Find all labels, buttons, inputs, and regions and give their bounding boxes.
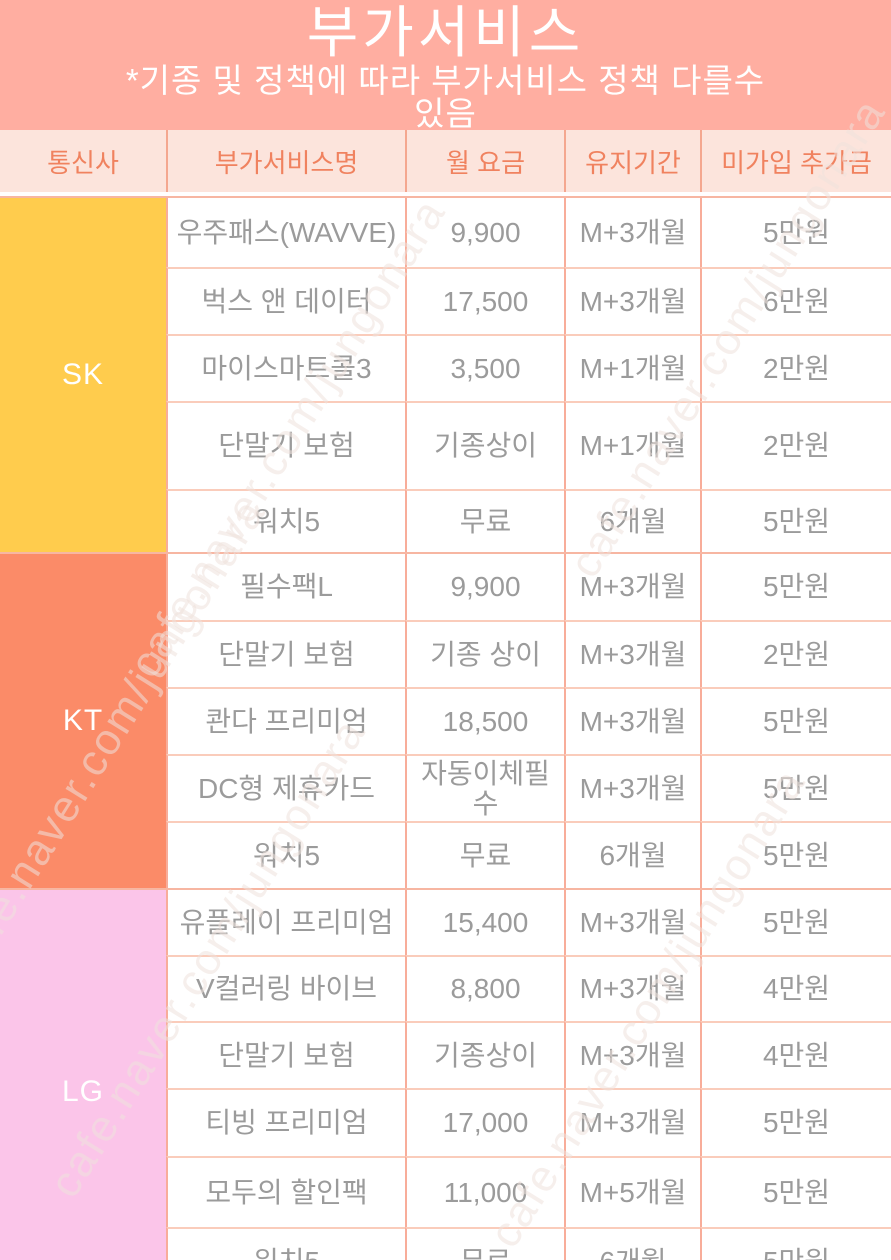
table-body: SK 우주패스(WAVVE) 9,900 M+3개월 5만원 벅스 앤 데이터 17,500… (0, 196, 891, 1260)
cell-monthly-fee: 11,000 (405, 1156, 564, 1227)
cell-retention: 6개월 (564, 821, 700, 888)
cell-penalty: 2만원 (700, 401, 891, 489)
cell-monthly-fee: 9,900 (405, 554, 564, 620)
page-title: 부가서비스 (306, 1, 585, 64)
cell-monthly-fee: 무료 (405, 489, 564, 552)
cell-retention: M+1개월 (564, 401, 700, 489)
cell-service: 우주패스(WAVVE) (166, 198, 405, 267)
cell-retention: M+3개월 (564, 890, 700, 955)
cell-retention: M+3개월 (564, 754, 700, 821)
column-header-retention: 유지기간 (564, 130, 700, 192)
cell-monthly-fee: 자동이체필수 (405, 754, 564, 821)
cell-service: 마이스마트콜3 (166, 334, 405, 401)
table-header-row: 통신사 부가서비스명 월 요금 유지기간 미가입 추가금 (0, 130, 891, 196)
cell-monthly-fee: 3,500 (405, 334, 564, 401)
cell-service: 워치5 (166, 489, 405, 552)
cell-service: 워치5 (166, 821, 405, 888)
cell-penalty: 5만원 (700, 687, 891, 754)
cell-service: 워치5 (166, 1227, 405, 1260)
cell-monthly-fee: 기종상이 (405, 401, 564, 489)
cell-penalty: 5만원 (700, 1227, 891, 1260)
cell-penalty: 5만원 (700, 198, 891, 267)
column-header-fee: 월 요금 (405, 130, 564, 192)
cell-penalty: 5만원 (700, 554, 891, 620)
cell-service: 티빙 프리미엄 (166, 1088, 405, 1156)
cell-retention: M+3개월 (564, 1088, 700, 1156)
cell-penalty: 5만원 (700, 1088, 891, 1156)
cell-service: DC형 제휴카드 (166, 754, 405, 821)
carrier-section-lg: LG 유플레이 프리미엄 15,400 M+3개월 5만원 V컬러링 바이브 8,800 M+… (0, 888, 891, 1260)
column-header-penalty: 미가입 추가금 (700, 130, 891, 192)
cell-retention: M+3개월 (564, 554, 700, 620)
cell-monthly-fee: 무료 (405, 1227, 564, 1260)
carrier-section-sk: SK 우주패스(WAVVE) 9,900 M+3개월 5만원 벅스 앤 데이터 17,500… (0, 196, 891, 552)
cell-retention: M+3개월 (564, 267, 700, 334)
cell-retention: M+1개월 (564, 334, 700, 401)
header-banner: 부가서비스 *기종 및 정책에 따라 부가서비스 정책 다를수 있음 (0, 0, 891, 130)
subtitle-line-1: *기종 및 정책에 따라 부가서비스 정책 다를수 (125, 61, 766, 99)
cell-penalty: 5만원 (700, 489, 891, 552)
cell-retention: M+5개월 (564, 1156, 700, 1227)
cell-monthly-fee: 기종상이 (405, 1021, 564, 1088)
cell-service: 필수팩L (166, 554, 405, 620)
column-header-service: 부가서비스명 (166, 130, 405, 192)
cell-retention: M+3개월 (564, 1021, 700, 1088)
cell-monthly-fee: 8,800 (405, 955, 564, 1021)
cell-monthly-fee: 17,000 (405, 1088, 564, 1156)
cell-retention: M+3개월 (564, 687, 700, 754)
cell-penalty: 5만원 (700, 754, 891, 821)
cell-penalty: 6만원 (700, 267, 891, 334)
cell-monthly-fee: 무료 (405, 821, 564, 888)
cell-penalty: 5만원 (700, 890, 891, 955)
cell-penalty: 2만원 (700, 620, 891, 687)
cell-retention: M+3개월 (564, 620, 700, 687)
carrier-section-kt: KT 필수팩L 9,900 M+3개월 5만원 단말기 보험 기종 상이 M+3개월 2만원 콴다… (0, 552, 891, 888)
cell-service: 콴다 프리미엄 (166, 687, 405, 754)
carrier-label-sk: SK (0, 198, 166, 552)
carrier-label-kt: KT (0, 554, 166, 888)
cell-service: 모두의 할인팩 (166, 1156, 405, 1227)
cell-monthly-fee: 9,900 (405, 198, 564, 267)
page-subtitle: *기종 및 정책에 따라 부가서비스 정책 다를수 있음 (0, 61, 891, 130)
cell-service: V컬러링 바이브 (166, 955, 405, 1021)
column-header-carrier: 통신사 (47, 147, 119, 178)
carrier-label-lg: LG (0, 890, 166, 1260)
cell-monthly-fee: 15,400 (405, 890, 564, 955)
cell-penalty: 2만원 (700, 334, 891, 401)
cell-retention: 6개월 (564, 489, 700, 552)
cell-monthly-fee: 기종 상이 (405, 620, 564, 687)
cell-penalty: 4만원 (700, 1021, 891, 1088)
cell-penalty: 5만원 (700, 821, 891, 888)
cell-retention: M+3개월 (564, 198, 700, 267)
cell-service: 단말기 보험 (166, 620, 405, 687)
cell-penalty: 5만원 (700, 1156, 891, 1227)
cell-service: 벅스 앤 데이터 (166, 267, 405, 334)
cell-service: 단말기 보험 (166, 401, 405, 489)
subtitle-line-2: 있음 (414, 95, 477, 130)
cell-retention: 6개월 (564, 1227, 700, 1260)
cell-retention: M+3개월 (564, 955, 700, 1021)
cell-monthly-fee: 18,500 (405, 687, 564, 754)
cell-monthly-fee: 17,500 (405, 267, 564, 334)
cell-service: 단말기 보험 (166, 1021, 405, 1088)
cell-penalty: 4만원 (700, 955, 891, 1021)
cell-service: 유플레이 프리미엄 (166, 890, 405, 955)
